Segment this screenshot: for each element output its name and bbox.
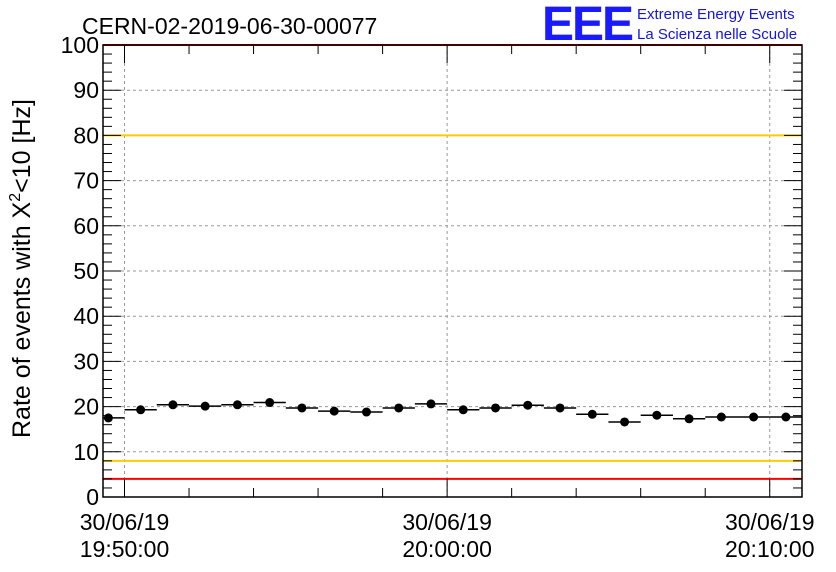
x-tick-label-date: 30/06/19 bbox=[725, 509, 815, 535]
data-point bbox=[555, 403, 565, 413]
data-point bbox=[652, 410, 662, 420]
data-point bbox=[103, 413, 113, 423]
x-tick-label-time: 20:00:00 bbox=[402, 536, 492, 562]
x-tick-label-time: 20:10:00 bbox=[725, 536, 815, 562]
limit-lines bbox=[103, 44, 802, 480]
data-point bbox=[716, 412, 726, 422]
data-point bbox=[329, 406, 339, 416]
data-point bbox=[426, 399, 436, 409]
x-axis: 30/06/1919:50:0030/06/1920:00:0030/06/19… bbox=[80, 45, 815, 562]
eee-logo-line2: La Scienza nelle Scuole bbox=[637, 26, 797, 43]
y-tick-label: 80 bbox=[73, 122, 99, 148]
data-point bbox=[200, 401, 210, 411]
data-series bbox=[103, 398, 802, 427]
data-point bbox=[749, 412, 759, 422]
data-point bbox=[361, 407, 371, 417]
y-tick-label: 0 bbox=[86, 484, 99, 510]
eee-logo-mark: EEE bbox=[542, 0, 633, 51]
data-point bbox=[265, 398, 275, 408]
data-point bbox=[523, 400, 533, 410]
data-point bbox=[232, 400, 242, 410]
y-tick-label: 100 bbox=[61, 32, 99, 58]
grid bbox=[103, 45, 802, 497]
y-tick-label: 10 bbox=[73, 439, 99, 465]
data-point bbox=[394, 403, 404, 413]
y-tick-label: 90 bbox=[73, 77, 99, 103]
data-point bbox=[684, 414, 694, 424]
y-axis-title: Rate of events with X2<10 [Hz] bbox=[7, 99, 36, 438]
data-point bbox=[491, 403, 501, 413]
x-tick-label-date: 30/06/19 bbox=[402, 509, 492, 535]
data-point bbox=[458, 405, 468, 415]
data-point bbox=[168, 400, 178, 410]
data-point bbox=[587, 409, 597, 419]
data-point bbox=[781, 412, 791, 422]
data-point bbox=[620, 417, 630, 427]
run-title: CERN-02-2019-06-30-00077 bbox=[82, 13, 377, 39]
eee-logo: EEE Extreme Energy Events La Scienza nel… bbox=[542, 0, 797, 51]
eee-logo-line1: Extreme Energy Events bbox=[637, 6, 795, 23]
y-tick-label: 60 bbox=[73, 213, 99, 239]
y-tick-label: 40 bbox=[73, 303, 99, 329]
y-tick-label: 30 bbox=[73, 348, 99, 374]
data-point bbox=[136, 405, 146, 415]
y-tick-label: 70 bbox=[73, 168, 99, 194]
y-axis: 0 10 20 30 40 50 60 70 80 90 100 bbox=[61, 32, 802, 510]
y-axis-title-main: Rate of events with X bbox=[8, 201, 36, 438]
y-axis-title-tail: <10 [Hz] bbox=[8, 99, 36, 193]
y-tick-label: 20 bbox=[73, 394, 99, 420]
x-tick-label-date: 30/06/19 bbox=[80, 509, 170, 535]
data-point bbox=[297, 403, 307, 413]
x-tick-label-time: 19:50:00 bbox=[80, 536, 170, 562]
y-axis-title-sup: 2 bbox=[7, 193, 24, 202]
y-tick-label: 50 bbox=[73, 258, 99, 284]
